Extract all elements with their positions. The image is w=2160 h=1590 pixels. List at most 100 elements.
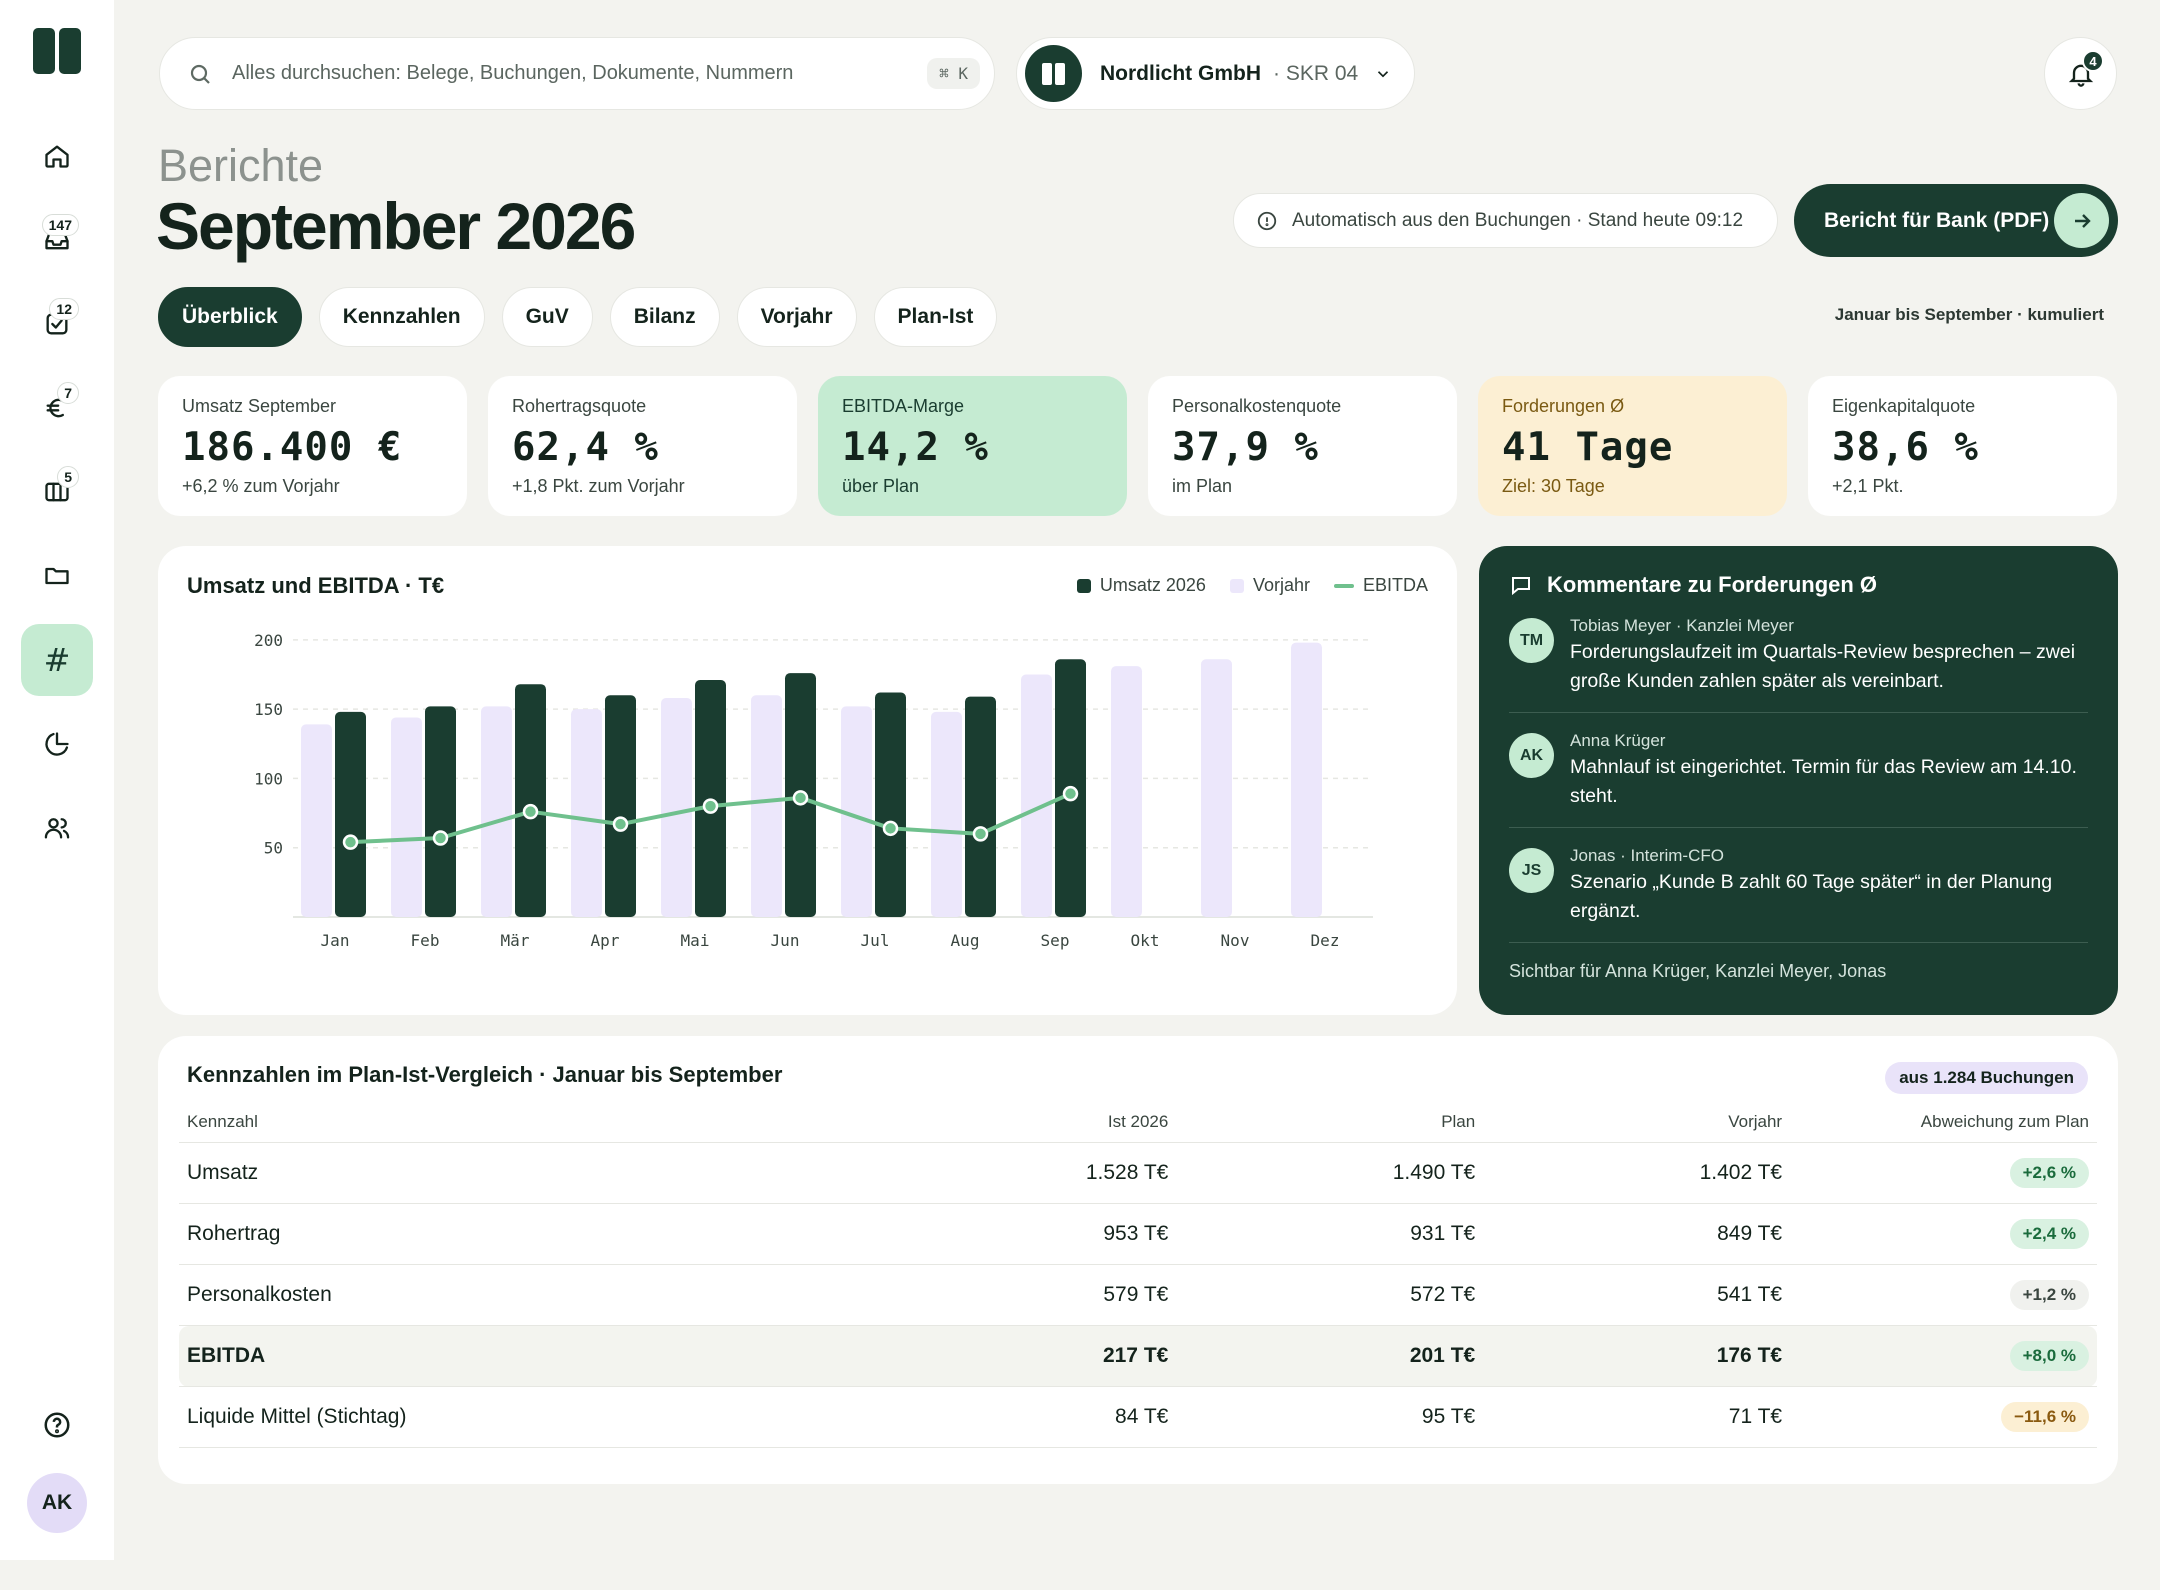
legend-ebitda[interactable]: EBITDA (1333, 575, 1428, 596)
page-title: September 2026 (156, 189, 636, 263)
bar-vorjahr (661, 698, 692, 917)
kpi-card-forderungen[interactable]: Forderungen Ø 41 Tage Ziel: 30 Tage (1478, 376, 1787, 516)
kpi-card-rohertrag[interactable]: Rohertragsquote 62,4 % +1,8 Pkt. zum Vor… (488, 376, 797, 516)
col-vorjahr[interactable]: Vorjahr (1483, 1102, 1791, 1143)
table-row[interactable]: Liquide Mittel (Stichtag) 84 T€ 95 T€ 71… (179, 1386, 2097, 1448)
search-icon (190, 64, 210, 84)
comment-item[interactable]: AK Anna Krüger Mahnlauf ist eingerichtet… (1509, 713, 2088, 828)
cell-vorjahr: 176 T€ (1483, 1325, 1791, 1387)
tab-bilanz[interactable]: Bilanz (609, 287, 720, 347)
kpi-card-personal[interactable]: Personalkostenquote 37,9 % im Plan (1148, 376, 1457, 516)
tab-ueberblick[interactable]: Überblick (158, 287, 302, 347)
nav-inbox[interactable]: 147 (21, 204, 93, 276)
search-input[interactable] (232, 62, 928, 85)
deviation-badge: −11,6 % (2001, 1402, 2089, 1432)
comment-text: Szenario „Kunde B zahlt 60 Tage später“ … (1570, 871, 2053, 922)
kpi-label: EBITDA-Marge (842, 396, 965, 416)
app-logo[interactable] (33, 28, 81, 74)
tab-guv[interactable]: GuV (501, 287, 593, 347)
table-row[interactable]: Rohertrag 953 T€ 931 T€ 849 T€ +2,4 % (179, 1203, 2097, 1265)
cell-ist: 84 T€ (869, 1386, 1177, 1448)
tab-plan-ist[interactable]: Plan-Ist (873, 287, 998, 347)
nav-boards[interactable]: 5 (21, 456, 93, 528)
cell-vorjahr: 541 T€ (1483, 1264, 1791, 1326)
x-tick-label: Mär (501, 931, 530, 950)
inbox-badge: 147 (41, 214, 79, 236)
nav-analytics[interactable] (21, 708, 93, 780)
x-tick-label: Okt (1131, 931, 1160, 950)
arrow-right-icon (2054, 193, 2109, 248)
notifications-badge: 4 (2082, 50, 2104, 72)
ebitda-point (882, 820, 899, 837)
user-avatar[interactable]: AK (27, 1473, 87, 1533)
bank-report-button[interactable]: Bericht für Bank (PDF) (1794, 184, 2118, 257)
kpi-card-eigenkapital[interactable]: Eigenkapitalquote 38,6 % +2,1 Pkt. (1808, 376, 2117, 516)
comment-item[interactable]: TM Tobias Meyer · Kanzlei Meyer Forderun… (1509, 598, 2088, 713)
chevron-down-icon (1378, 70, 1389, 77)
col-ist[interactable]: Ist 2026 (869, 1102, 1177, 1143)
table-row[interactable]: Personalkosten 579 T€ 572 T€ 541 T€ +1,2… (179, 1264, 2097, 1326)
bar-umsatz-2026 (875, 692, 906, 917)
table-row[interactable]: EBITDA 217 T€ 201 T€ 176 T€ +8,0 % (179, 1325, 2097, 1387)
cell-vorjahr: 1.402 T€ (1483, 1142, 1791, 1204)
comments-title: Kommentare zu Forderungen Ø (1547, 572, 1878, 597)
nav-reports[interactable]: # (21, 624, 93, 696)
bar-vorjahr (571, 709, 602, 917)
company-switcher[interactable]: Nordlicht GmbH · SKR 04 (1016, 37, 1415, 110)
ebitda-point (432, 830, 449, 846)
sidebar: 147 12 7 5 # AK (0, 0, 114, 1560)
report-tabs: Überblick Kennzahlen GuV Bilanz Vorjahr … (158, 287, 998, 347)
nav-payments[interactable]: 7 (21, 372, 93, 444)
col-kennzahl[interactable]: Kennzahl (179, 1102, 870, 1143)
kpi-card-ebitda[interactable]: EBITDA-Marge 14,2 % über Plan (818, 376, 1127, 516)
columns-icon (45, 482, 69, 502)
ebitda-point (702, 798, 719, 814)
y-tick-label: 200 (254, 631, 283, 650)
kpi-card-umsatz[interactable]: Umsatz September 186.400 € +6,2 % zum Vo… (158, 376, 467, 516)
legend-umsatz[interactable]: Umsatz 2026 (1076, 575, 1206, 596)
ebitda-point (342, 834, 359, 850)
comment-icon (1512, 577, 1530, 596)
tasks-badge: 12 (49, 298, 79, 320)
kpi-sub: +2,1 Pkt. (1832, 476, 1904, 496)
notifications-button[interactable]: 4 (2044, 37, 2117, 110)
bar-vorjahr (841, 706, 872, 917)
kpi-label: Umsatz September (182, 396, 337, 416)
table-title: Kennzahlen im Plan-Ist-Vergleich · Janua… (187, 1062, 783, 1087)
search-bar[interactable]: ⌘ K (159, 37, 995, 110)
company-skr: · SKR 04 (1273, 61, 1359, 85)
pie-chart-icon (45, 732, 69, 756)
bookings-badge: aus 1.284 Buchungen (1885, 1062, 2088, 1094)
help-button[interactable] (42, 1410, 72, 1440)
bar-umsatz-2026 (605, 695, 636, 917)
comment-text: Mahnlauf ist eingerichtet. Termin für da… (1570, 756, 2077, 807)
col-abweichung[interactable]: Abweichung zum Plan (1790, 1102, 2097, 1143)
cell-plan: 572 T€ (1176, 1264, 1484, 1326)
cell-plan: 95 T€ (1176, 1386, 1484, 1448)
x-tick-label: Jun (771, 931, 800, 950)
ebitda-point (792, 790, 809, 806)
bank-report-label: Bericht für Bank (PDF) (1824, 208, 2050, 232)
deviation-badge: +1,2 % (2009, 1280, 2089, 1310)
comment-item[interactable]: JS Jonas · Interim-CFO Szenario „Kunde B… (1509, 828, 2088, 943)
payments-badge: 7 (57, 382, 79, 404)
bar-vorjahr (751, 695, 782, 917)
tab-kennzahlen[interactable]: Kennzahlen (318, 287, 485, 347)
nav-home[interactable] (21, 120, 93, 192)
legend-vorjahr[interactable]: Vorjahr (1229, 575, 1310, 596)
comment-text: Forderungslaufzeit im Quartals-Review be… (1570, 641, 2076, 692)
ebitda-point (612, 816, 629, 832)
nav-team[interactable] (21, 792, 93, 864)
nav-documents[interactable] (21, 540, 93, 612)
tab-vorjahr[interactable]: Vorjahr (736, 287, 857, 347)
table-row[interactable]: Umsatz 1.528 T€ 1.490 T€ 1.402 T€ +2,6 % (179, 1142, 2097, 1204)
chart-plot: 50 100 150 200 Jan Feb Mär Apr Mai Jun Jul Aug Sep Ok… (254, 631, 1373, 950)
col-plan[interactable]: Plan (1176, 1102, 1484, 1143)
help-icon (44, 1412, 70, 1438)
comment-avatar: JS (1509, 848, 1554, 893)
cell-ist: 953 T€ (869, 1203, 1177, 1265)
bar-vorjahr (1111, 666, 1142, 917)
nav-tasks[interactable]: 12 (21, 288, 93, 360)
ebitda-point (522, 803, 539, 820)
cell-ist: 579 T€ (869, 1264, 1177, 1326)
